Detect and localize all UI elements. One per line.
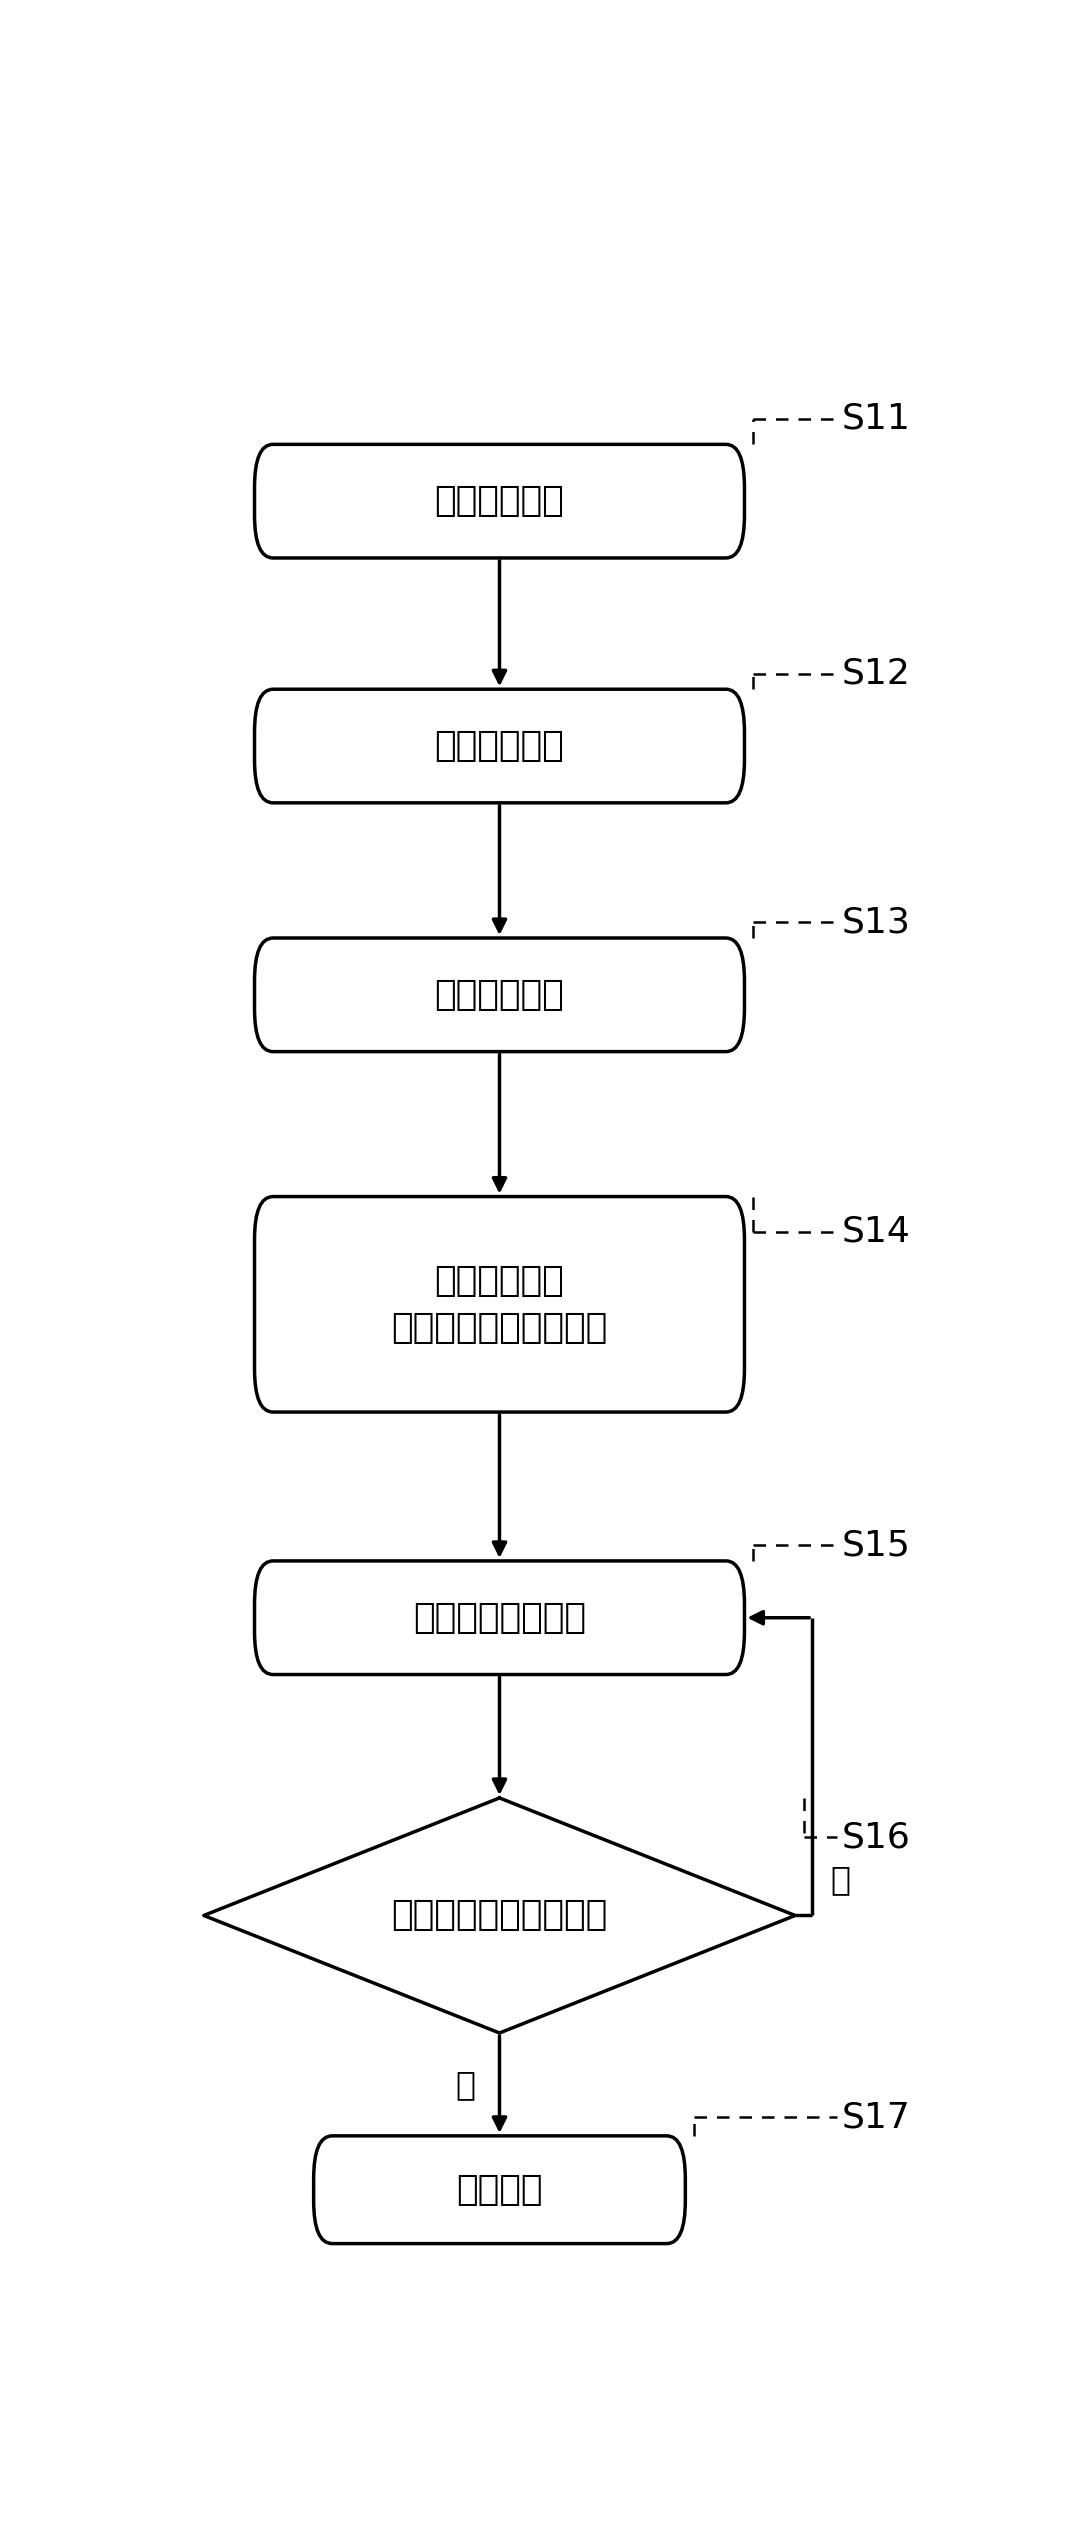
Text: S15: S15 xyxy=(841,1529,910,1562)
Text: S17: S17 xyxy=(841,2101,910,2134)
Text: 预警主轴运行状态: 预警主轴运行状态 xyxy=(413,1600,586,1636)
Text: 机组运行数据: 机组运行数据 xyxy=(435,483,565,519)
Text: 划分数据区间: 划分数据区间 xyxy=(435,977,565,1013)
FancyBboxPatch shape xyxy=(314,2137,686,2244)
Text: 是: 是 xyxy=(831,1862,850,1895)
Text: 否: 否 xyxy=(456,2068,475,2101)
Text: 基于包络分析
构建主轴温度预警模型: 基于包络分析 构建主轴温度预警模型 xyxy=(391,1264,607,1346)
Text: S16: S16 xyxy=(841,1819,910,1855)
Text: 停机检修: 停机检修 xyxy=(457,2173,543,2206)
Text: S12: S12 xyxy=(841,656,910,689)
Polygon shape xyxy=(204,1799,796,2033)
Text: 剔除无效数据: 剔除无效数据 xyxy=(435,730,565,763)
FancyBboxPatch shape xyxy=(255,1562,744,1674)
Text: 判断主轴工作是否正常: 判断主轴工作是否正常 xyxy=(391,1898,607,1933)
Text: S13: S13 xyxy=(841,906,910,939)
Text: S14: S14 xyxy=(841,1216,910,1249)
Text: S11: S11 xyxy=(841,402,910,435)
FancyBboxPatch shape xyxy=(255,1196,744,1412)
FancyBboxPatch shape xyxy=(255,445,744,557)
FancyBboxPatch shape xyxy=(255,939,744,1051)
FancyBboxPatch shape xyxy=(255,689,744,804)
